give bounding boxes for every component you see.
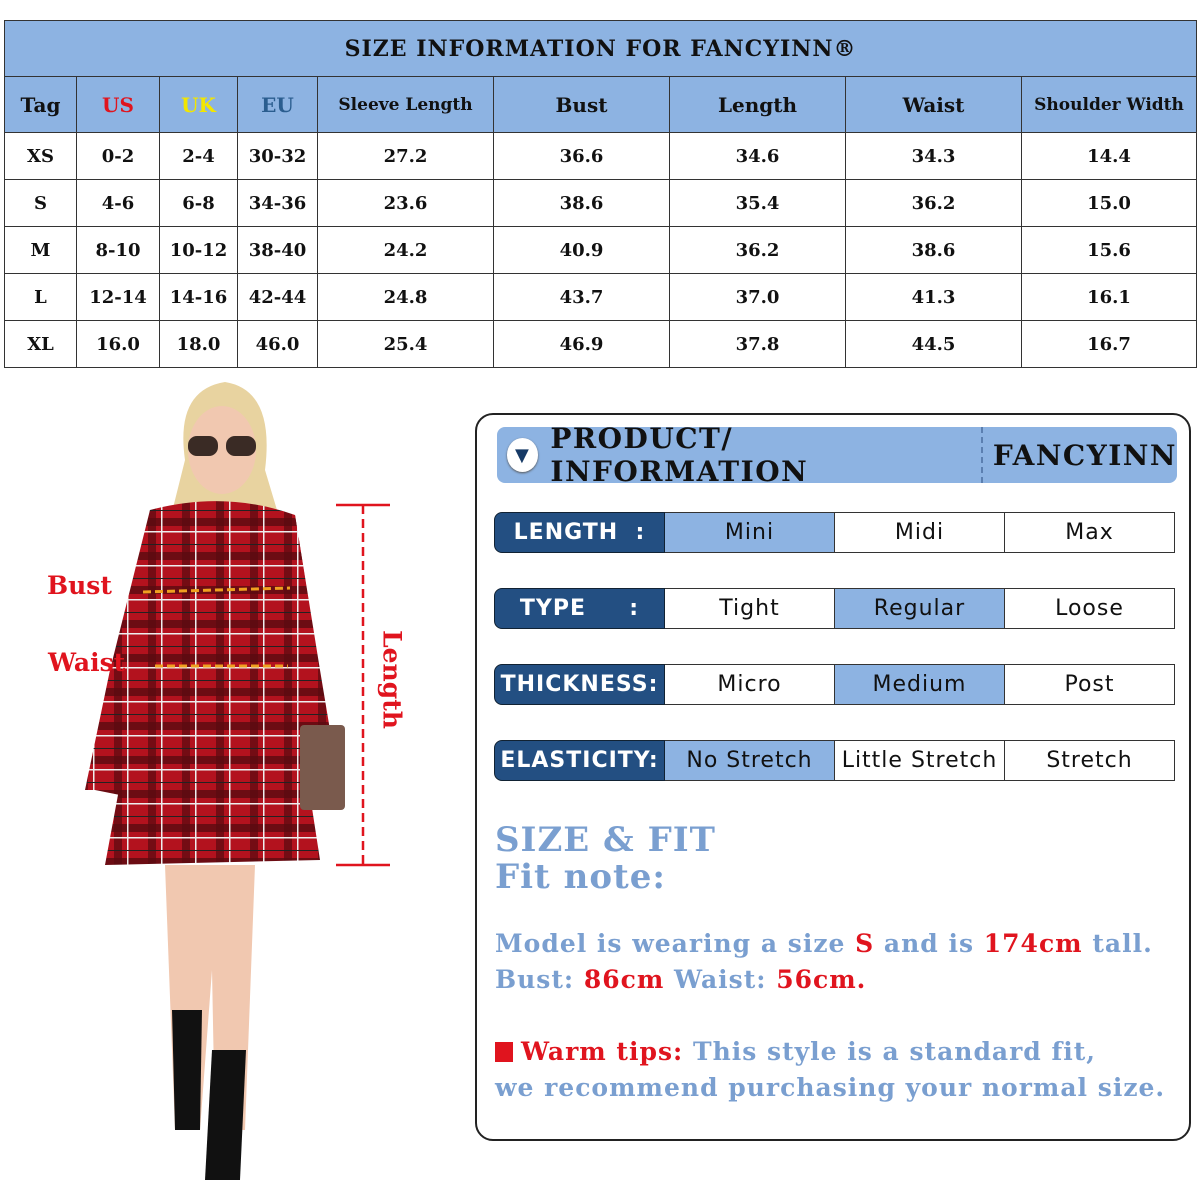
table-cell: 42-44: [237, 273, 318, 321]
table-cell: 0-2: [76, 132, 160, 180]
table-cell: 24.2: [317, 226, 494, 274]
column-header: Length: [669, 76, 846, 133]
divider: [980, 427, 983, 483]
table-cell: 18.0: [159, 320, 238, 368]
triangle-down-icon: ▼: [507, 438, 539, 472]
table-cell: 25.4: [317, 320, 494, 368]
column-header: US: [76, 76, 160, 133]
table-cell: 24.8: [317, 273, 494, 321]
column-header: Shoulder Width: [1020, 76, 1198, 133]
table-cell: 36.2: [845, 179, 1022, 227]
attribute-option: Loose: [1005, 588, 1175, 629]
table-cell: 38.6: [493, 179, 670, 227]
attribute-option: Tight: [665, 588, 835, 629]
table-cell: 38-40: [237, 226, 318, 274]
table-cell: 6-8: [159, 179, 238, 227]
warm-tips-line-2: we recommend purchasing your normal size…: [495, 1073, 1166, 1102]
table-cell: 46.9: [493, 320, 670, 368]
table-cell: 16.0: [76, 320, 160, 368]
warm-tips-line: Warm tips: This style is a standard fit,: [495, 1037, 1096, 1066]
table-cell: 44.5: [845, 320, 1022, 368]
table-title: SIZE INFORMATION FOR FANCYINN®: [3, 20, 1198, 77]
attribute-option: Mini: [665, 512, 835, 553]
table-cell: 14.4: [1020, 132, 1198, 180]
table-cell: 34-36: [237, 179, 318, 227]
table-cell: 16.1: [1020, 273, 1198, 321]
table-cell: 8-10: [76, 226, 160, 274]
table-row: L 12-14 14-16 42-44 24.8 43.7 37.0 41.3 16.1: [4, 273, 1198, 321]
table-cell: 34.6: [669, 132, 846, 180]
attribute-option: Micro: [665, 664, 835, 705]
table-cell: XL: [4, 320, 77, 368]
attribute-label: THICKNESS:: [494, 664, 665, 705]
attribute-option: Midi: [835, 512, 1005, 553]
attribute-option: Regular: [835, 588, 1005, 629]
product-info-title: PRODUCT/ INFORMATION: [550, 422, 809, 488]
table-cell: 46.0: [237, 320, 318, 368]
attribute-row: ELASTICITY: No Stretch Little Stretch Stret…: [494, 740, 1176, 781]
table-cell: 23.6: [317, 179, 494, 227]
table-cell: M: [4, 226, 77, 274]
table-cell: 16.7: [1020, 320, 1198, 368]
product-info-header: ▼ PRODUCT/ INFORMATION FANCYINN: [497, 422, 1177, 488]
table-cell: 14-16: [159, 273, 238, 321]
table-row: XL 16.0 18.0 46.0 25.4 46.9 37.8 44.5 16.7: [4, 320, 1198, 368]
table-row: S 4-6 6-8 34-36 23.6 38.6 35.4 36.2 15.0: [4, 179, 1198, 227]
product-info-panel: ▼ PRODUCT/ INFORMATION FANCYINN LENGTH :…: [475, 413, 1191, 1141]
table-row: M 8-10 10-12 38-40 24.2 40.9 36.2 38.6 15.6: [4, 226, 1198, 274]
table-cell: 41.3: [845, 273, 1022, 321]
model-photo: [0, 370, 470, 1194]
table-cell: 38.6: [845, 226, 1022, 274]
model-info-line: Model is wearing a size S and is 174cm t…: [495, 929, 1153, 958]
attribute-option: Stretch: [1005, 740, 1175, 781]
table-row: XS 0-2 2-4 30-32 27.2 36.6 34.6 34.3 14.4: [4, 132, 1198, 180]
measure-line: Bust: 86cm Waist: 56cm.: [495, 965, 867, 994]
table-cell: 15.6: [1020, 226, 1198, 274]
table-cell: 12-14: [76, 273, 160, 321]
attribute-row: LENGTH : Mini Midi Max: [494, 512, 1176, 553]
attribute-label: ELASTICITY:: [494, 740, 665, 781]
attribute-row: THICKNESS: Micro Medium Post: [494, 664, 1176, 705]
size-fit-heading: SIZE & FIT: [495, 820, 716, 860]
attribute-option: Max: [1005, 512, 1175, 553]
fit-note-heading: Fit note:: [495, 857, 666, 897]
table-cell: 15.0: [1020, 179, 1198, 227]
table-cell: 43.7: [493, 273, 670, 321]
table-cell: 36.6: [493, 132, 670, 180]
table-cell: 37.0: [669, 273, 846, 321]
bust-arrow: [142, 586, 291, 594]
attribute-option: Little Stretch: [835, 740, 1005, 781]
red-square-icon: [495, 1042, 513, 1062]
table-cell: 40.9: [493, 226, 670, 274]
table-cell: 27.2: [317, 132, 494, 180]
attribute-option: Medium: [835, 664, 1005, 705]
table-cell: 36.2: [669, 226, 846, 274]
table-cell: 10-12: [159, 226, 238, 274]
column-header: EU: [237, 76, 318, 133]
table-cell: 30-32: [237, 132, 318, 180]
attribute-label: LENGTH :: [494, 512, 665, 553]
column-header: Tag: [4, 76, 77, 133]
column-header: Bust: [493, 76, 670, 133]
table-cell: S: [4, 179, 77, 227]
size-table: SIZE INFORMATION FOR FANCYINN® Tag US UK EU…: [3, 20, 1198, 368]
column-header: UK: [159, 76, 238, 133]
table-cell: 37.8: [669, 320, 846, 368]
table-cell: 2-4: [159, 132, 238, 180]
brand-name: FANCYINN: [992, 438, 1177, 472]
waist-label: Waist: [48, 648, 126, 677]
column-header: Waist: [845, 76, 1022, 133]
attribute-label: TYPE :: [494, 588, 665, 629]
length-label: Length: [377, 630, 407, 729]
table-cell: XS: [4, 132, 77, 180]
table-cell: L: [4, 273, 77, 321]
table-cell: 4-6: [76, 179, 160, 227]
attribute-row: TYPE : Tight Regular Loose: [494, 588, 1176, 629]
table-cell: 35.4: [669, 179, 846, 227]
table-cell: 34.3: [845, 132, 1022, 180]
column-header: Sleeve Length: [317, 76, 494, 133]
attribute-option: No Stretch: [665, 740, 835, 781]
bust-label: Bust: [47, 571, 112, 600]
attribute-option: Post: [1005, 664, 1175, 705]
